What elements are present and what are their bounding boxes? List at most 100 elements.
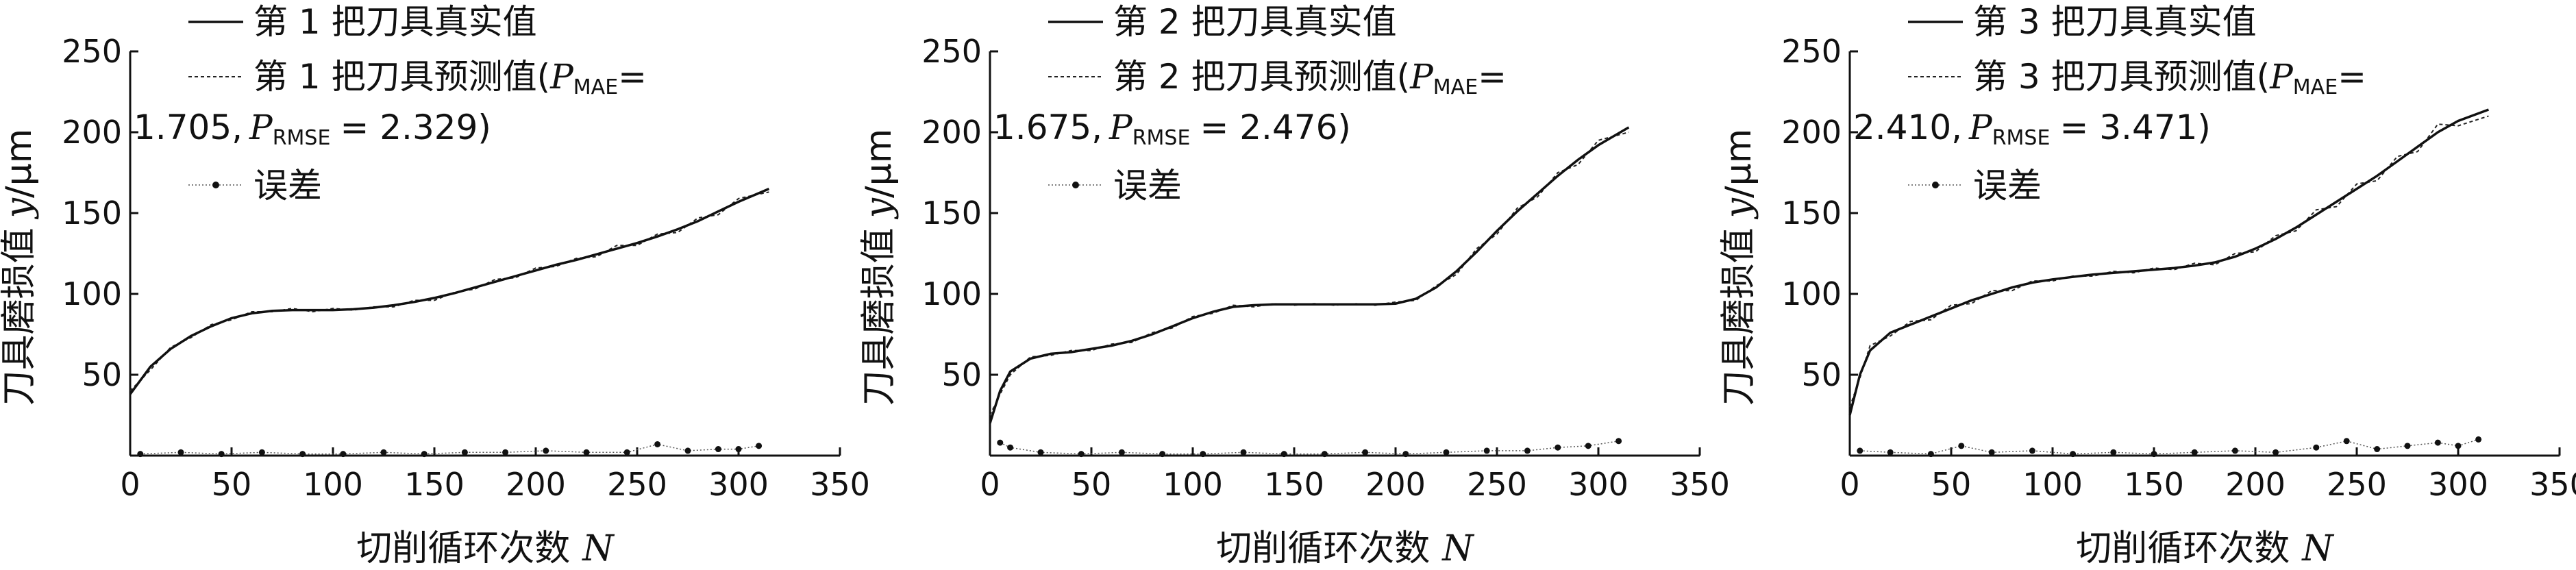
error-point [2191, 449, 2198, 456]
x-tick-label: 300 [1568, 466, 1628, 503]
legend-pred-label: 第 2 把刀具预测值(PMAE= [1113, 57, 1507, 99]
error-point [2110, 449, 2117, 456]
x-axis-label-text: 切削循环次数 [356, 528, 570, 569]
error-point [1402, 451, 1409, 458]
error-point [340, 451, 347, 458]
error-point [1555, 444, 1561, 451]
error-point [1857, 447, 1863, 454]
error-point [1927, 451, 1934, 458]
x-tick-label: 300 [708, 466, 769, 503]
error-point [502, 449, 509, 456]
x-axis-label-text: 切削循环次数 [1216, 528, 1430, 569]
error-point [218, 451, 225, 458]
series-true-line [1848, 108, 2490, 416]
x-axis-label-var: N [581, 528, 615, 569]
series-true-line [989, 126, 1630, 424]
x-tick-label: 150 [1264, 466, 1324, 503]
y-tick-label: 50 [941, 356, 982, 393]
x-tick-label: 200 [506, 466, 566, 503]
error-point [1443, 449, 1450, 456]
legend-pred-label: 第 1 把刀具预测值(PMAE= [253, 57, 647, 99]
x-tick-label: 100 [303, 466, 363, 503]
legend-pred-label: 第 3 把刀具预测值(PMAE= [1973, 57, 2366, 99]
error-point [299, 451, 306, 458]
y-axis-label-unit: /μm [0, 129, 40, 198]
x-tick-label: 0 [980, 466, 1000, 503]
error-point [1483, 447, 1490, 454]
x-tick-label: 100 [2022, 466, 2083, 503]
error-point [1524, 447, 1531, 454]
error-point [2455, 443, 2462, 449]
series-predicted-line [129, 191, 769, 392]
x-tick-label: 250 [607, 466, 667, 503]
x-tick-label: 0 [120, 466, 140, 503]
legend-error-marker [1072, 182, 1079, 188]
x-tick-label: 200 [1365, 466, 1426, 503]
x-tick-label: 250 [1467, 466, 1527, 503]
x-axis-label-var: N [1441, 528, 1474, 569]
error-point [2404, 443, 2411, 449]
y-axis-label-text: 刀具磨损值 [0, 227, 40, 406]
chart-panel-2: 0 50 100 150 200 250 300 350 50 100 150 200 250 切削循环次… [858, 2, 1730, 569]
error-point [1585, 443, 1592, 449]
error-point [654, 441, 661, 447]
error-point [2374, 446, 2381, 453]
y-axis-label-text: 刀具磨损值 [858, 227, 900, 406]
series-true-line [129, 187, 770, 395]
error-point [583, 449, 590, 456]
x-tick-label: 50 [1072, 466, 1112, 503]
error-point [2272, 449, 2279, 456]
series-error-line [1859, 438, 2479, 455]
x-axis-label: 切削循环次数 N [1216, 528, 1474, 569]
legend-error-label: 误差 [1113, 166, 1182, 206]
legend-true-label: 第 3 把刀具真实值 [1973, 2, 2257, 42]
error-point [1159, 451, 1166, 458]
y-tick-label: 150 [62, 195, 122, 232]
y-tick-label: 250 [1781, 33, 1842, 70]
error-point [1200, 451, 1206, 458]
x-tick-label: 350 [1670, 466, 1730, 503]
y-tick-label: 100 [1781, 275, 1842, 312]
x-tick-label: 150 [2124, 466, 2184, 503]
chart-panel-3: 0 50 100 150 200 250 300 350 50 100 150 200 250 切削循环次… [1718, 2, 2576, 569]
series-error-line [1000, 441, 1619, 455]
error-point [1280, 451, 1287, 458]
error-point [421, 451, 428, 458]
x-tick-label: 350 [810, 466, 870, 503]
error-point [2434, 439, 2441, 446]
error-point [2343, 438, 2350, 445]
y-tick-label: 250 [921, 33, 982, 70]
x-axis-label: 切削循环次数 N [2076, 528, 2334, 569]
y-tick-label: 200 [1781, 114, 1842, 151]
y-axis-label-var: y [1718, 197, 1759, 219]
y-tick-label: 50 [82, 356, 122, 393]
x-axis-label-var: N [2301, 528, 2334, 569]
error-point [715, 446, 721, 453]
error-point [2313, 444, 2320, 451]
error-point [1321, 451, 1328, 458]
error-point [137, 451, 144, 458]
error-point [1078, 451, 1085, 458]
y-tick-label: 100 [62, 275, 122, 312]
series-error-line [140, 443, 759, 455]
error-point [1362, 449, 1369, 456]
legend-error-label: 误差 [253, 166, 322, 206]
error-point [735, 446, 742, 453]
chart-panel-1: 0 50 100 150 200 250 300 350 50 100 150 200 250 切削循环次… [0, 2, 870, 569]
error-point [1037, 449, 1044, 456]
error-point [543, 447, 549, 454]
error-point [258, 449, 265, 456]
error-point [2070, 451, 2077, 458]
y-axis-label: 刀具磨损值 y/μm [1718, 129, 1759, 406]
error-point [756, 443, 763, 449]
x-tick-label: 250 [2327, 466, 2387, 503]
legend-true-label: 第 1 把刀具真实值 [253, 2, 537, 42]
legend-metrics: 1.705, PRMSE = 2.329) [134, 108, 491, 150]
y-axis-label-unit: /μm [858, 129, 900, 198]
series-predicted-line [989, 132, 1629, 416]
x-axis-label: 切削循环次数 N [356, 528, 615, 569]
y-tick-label: 100 [921, 275, 982, 312]
legend-true-label: 第 2 把刀具真实值 [1113, 2, 1397, 42]
y-tick-label: 150 [921, 195, 982, 232]
